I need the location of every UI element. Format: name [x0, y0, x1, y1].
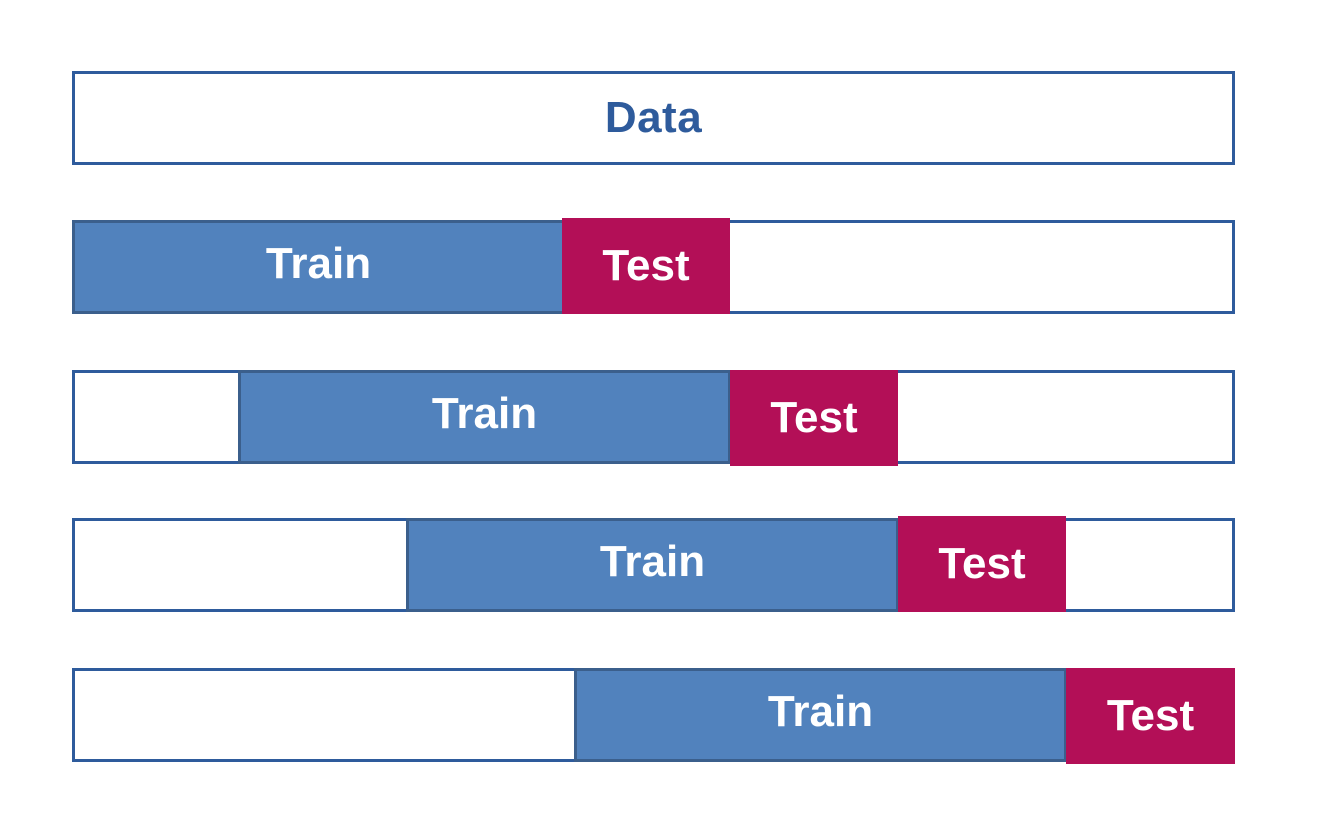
test-segment: Test	[1066, 668, 1235, 764]
data-bar: Data	[72, 71, 1235, 165]
fold-row-1: Train Test	[72, 218, 1235, 314]
fold-row-2: Train Test	[72, 370, 1235, 466]
train-segment: Train	[238, 370, 731, 464]
train-segment: Train	[72, 220, 565, 314]
train-segment: Train	[574, 668, 1067, 762]
test-segment: Test	[562, 218, 730, 314]
test-segment: Test	[730, 370, 898, 466]
data-label: Data	[604, 93, 703, 142]
fold-row-3: Train Test	[72, 516, 1235, 612]
test-segment: Test	[898, 516, 1066, 612]
train-segment: Train	[406, 518, 899, 612]
fold-row-4: Train Test	[72, 668, 1235, 764]
